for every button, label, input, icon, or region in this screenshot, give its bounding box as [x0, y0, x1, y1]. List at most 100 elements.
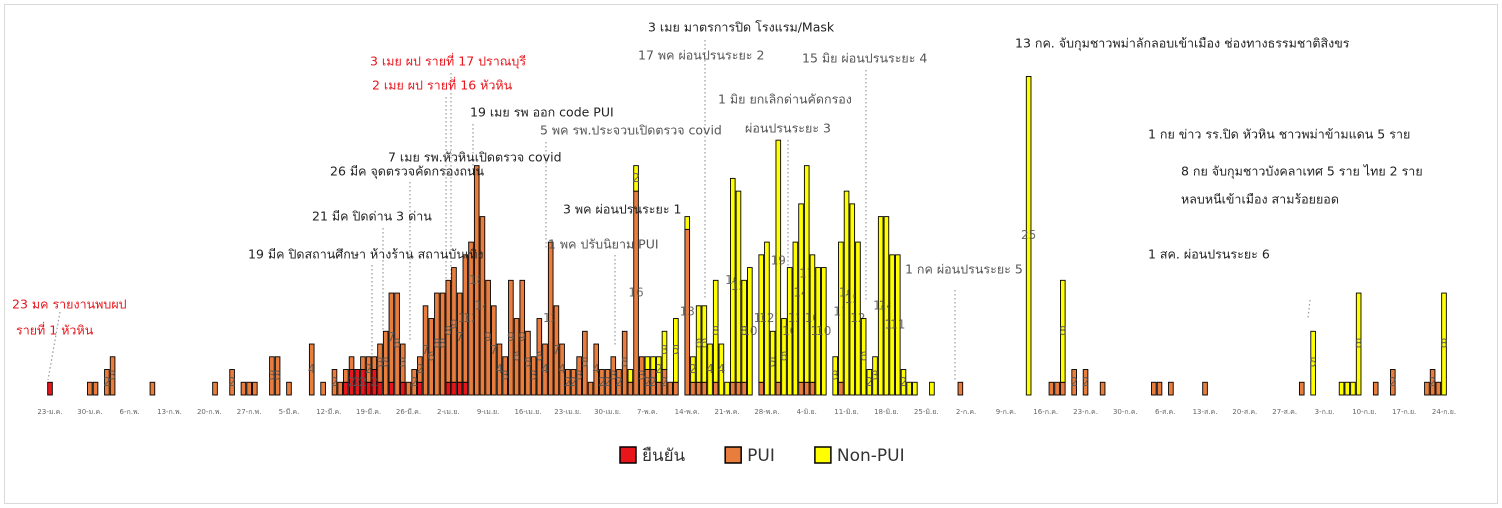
annotation: 15 มิย ผ่อนปรนระยะ 4 — [802, 51, 927, 66]
bar-segment — [695, 305, 702, 383]
value-label: 6 — [695, 337, 703, 351]
value-label: 7 — [456, 330, 464, 344]
bar-segment — [684, 216, 691, 230]
annotation: ผ่อนปรนระยะ 3 — [745, 121, 831, 136]
bar-segment — [252, 381, 258, 396]
bar-segment — [434, 292, 440, 396]
bar-segment — [1156, 381, 1163, 396]
bar-segment — [1099, 381, 1106, 396]
value-label: 5 — [769, 356, 777, 370]
x-tick-label: 9-ก.ค. — [996, 408, 1016, 416]
bar-segment — [47, 381, 53, 396]
bar-segment — [872, 356, 878, 396]
x-tick-label: 14-พ.ค. — [675, 408, 700, 416]
bar-segment — [627, 369, 634, 383]
bar-segment — [422, 305, 429, 396]
value-label: 9 — [450, 317, 458, 331]
value-label: 2 — [900, 375, 908, 389]
bar-segment — [485, 279, 491, 396]
x-tick-label: 7-พ.ค. — [637, 408, 658, 416]
value-label: 2 — [348, 375, 356, 389]
value-label: 6 — [536, 349, 544, 363]
value-label: 5 — [524, 356, 532, 370]
x-tick-label: 16-เม.ย. — [514, 408, 541, 416]
bar-segment — [462, 254, 469, 383]
bar-segment — [809, 254, 816, 383]
bar-segment — [1372, 381, 1379, 396]
value-label: 2 — [1070, 375, 1078, 389]
bar-segment — [229, 369, 235, 396]
value-label: 2 — [365, 362, 373, 376]
x-tick-label: 26-มี.ค. — [396, 408, 421, 416]
bar-segment — [473, 165, 480, 396]
bar-segment — [1025, 76, 1032, 396]
bar-segment — [661, 330, 668, 370]
bar-segment — [371, 356, 378, 370]
x-tick-label: 13-ก.พ. — [157, 408, 182, 416]
bar-segment — [525, 330, 531, 396]
bar-segment — [599, 369, 605, 396]
value-label: 3 — [661, 343, 669, 357]
value-label: 2 — [564, 375, 572, 389]
value-label: 4 — [706, 362, 714, 376]
bar-segment — [104, 369, 110, 396]
bar-segment — [1429, 369, 1436, 396]
bar-segment — [616, 369, 622, 396]
bar-segment — [838, 241, 844, 383]
legend-label: PUI — [747, 446, 775, 466]
bar-segment — [729, 177, 736, 383]
bar-segment — [212, 381, 218, 396]
bar-segment — [377, 381, 383, 396]
value-label: 7 — [553, 343, 561, 357]
bar-segment — [308, 343, 315, 396]
bar-segment — [838, 381, 844, 396]
bar-segment — [644, 356, 651, 370]
value-label: 9 — [518, 330, 526, 344]
bar-segment — [690, 381, 696, 396]
bar-segment — [451, 381, 457, 396]
x-tick-label: 27-ส.ค. — [1272, 408, 1297, 416]
annotation: 5 พค รพ.ประจวบเปิดตรวจ covid — [540, 123, 722, 138]
bar-segment — [900, 369, 907, 396]
value-label: 2 — [615, 375, 623, 389]
value-label: 3 — [376, 356, 384, 370]
value-label: 5 — [581, 356, 589, 370]
x-tick-label: 20-ส.ค. — [1232, 408, 1257, 416]
bar-segment — [894, 254, 901, 396]
value-label: 19 — [771, 254, 786, 268]
annotation: 3 พค ผ่อนปรนระยะ 1 — [563, 202, 681, 217]
bar-segment — [798, 203, 804, 383]
value-label: 2 — [598, 375, 606, 389]
annotation: 17 พค ผ่อนปรนระยะ 2 — [638, 48, 764, 63]
bar-segment — [246, 381, 252, 396]
x-tick-label: 28-พ.ค. — [754, 408, 779, 416]
x-tick-label: 30-ก.ค. — [1113, 408, 1138, 416]
bar-segment — [718, 343, 725, 396]
bar-segment — [593, 343, 600, 396]
value-label: 2 — [866, 375, 874, 389]
bar-segment — [348, 356, 355, 370]
value-label: 6 — [780, 349, 788, 363]
bar-segment — [906, 381, 912, 396]
bar-segment — [343, 369, 349, 383]
bar-segment — [1048, 381, 1055, 396]
value-label: 8 — [1059, 324, 1067, 338]
bar-segment — [803, 381, 810, 396]
bar-segment — [411, 369, 417, 396]
value-label: 2 — [689, 362, 697, 376]
bar-segment — [1338, 381, 1345, 396]
bar-segment — [866, 369, 873, 396]
bar-segment — [621, 330, 628, 396]
bar-segment — [405, 381, 412, 396]
annotation: 13 กค. จับกุมชาวพม่าลักลอบเข้าเมือง ช่อง… — [1015, 36, 1350, 52]
value-label: 2 — [359, 375, 367, 389]
value-label: 10 — [742, 324, 757, 338]
value-label: 2 — [370, 375, 378, 389]
bar-segment — [1441, 292, 1447, 396]
annotation: 1 สค. ผ่อนปรนระยะ 6 — [1148, 247, 1270, 262]
bar-segment — [610, 356, 617, 396]
bar-segment — [87, 381, 93, 396]
value-label: 3 — [501, 368, 509, 382]
x-tick-label: 27-ก.พ. — [237, 408, 262, 416]
bar-segment — [758, 381, 765, 396]
